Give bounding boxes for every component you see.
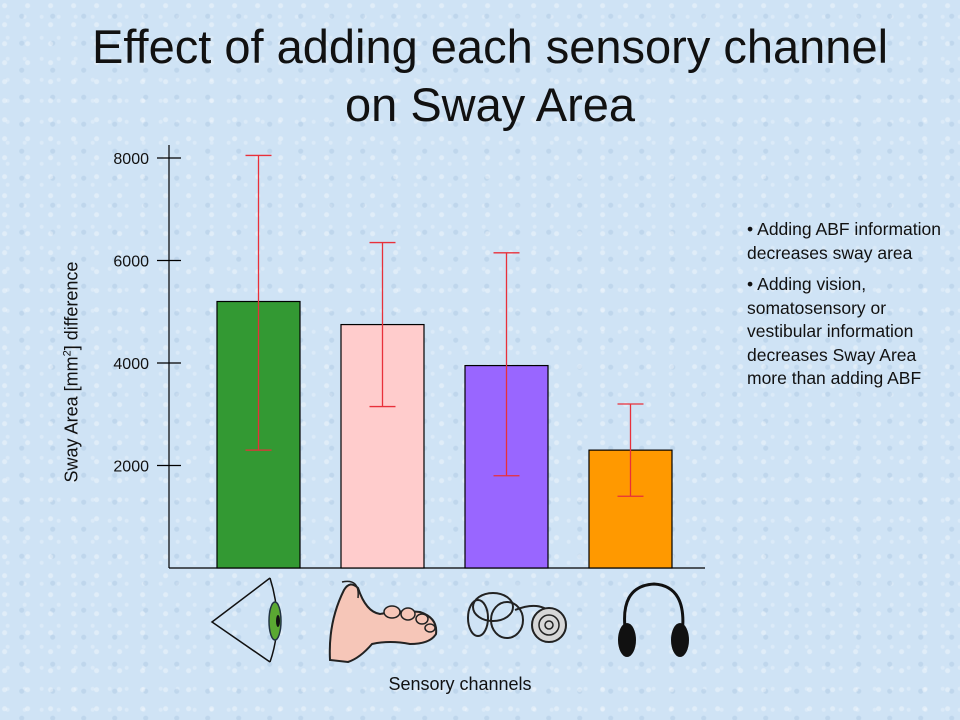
- notes-list: • Adding ABF information decreases sway a…: [744, 218, 944, 399]
- y-tick-label: 2000: [113, 459, 149, 476]
- error-bar-vestibular: [493, 252, 520, 477]
- x-axis-label: Sensory channels: [388, 674, 532, 694]
- error-bar-somatosensory: [369, 241, 396, 408]
- error-bar-ABF: [617, 403, 644, 497]
- eye-icon: [210, 577, 282, 663]
- error-bar-vision: [245, 154, 272, 451]
- y-tick-label: 4000: [113, 356, 149, 373]
- y-tick-label: 8000: [113, 151, 149, 168]
- y-tick-label: 6000: [113, 254, 149, 271]
- foot-icon: [328, 580, 438, 664]
- bar-ABF: [588, 449, 673, 569]
- headphones-icon: [618, 582, 689, 657]
- inner-ear-icon: [467, 592, 567, 643]
- note-item: • Adding vision, somatosensory or vestibu…: [747, 274, 922, 388]
- slide-title: Effect of adding each sensory channel on…: [91, 20, 889, 131]
- note-item: • Adding ABF information decreases sway a…: [747, 219, 941, 263]
- chart-y-ticks: 2000 4000 6000 8000: [113, 151, 181, 476]
- chart-error-bars: [245, 154, 644, 497]
